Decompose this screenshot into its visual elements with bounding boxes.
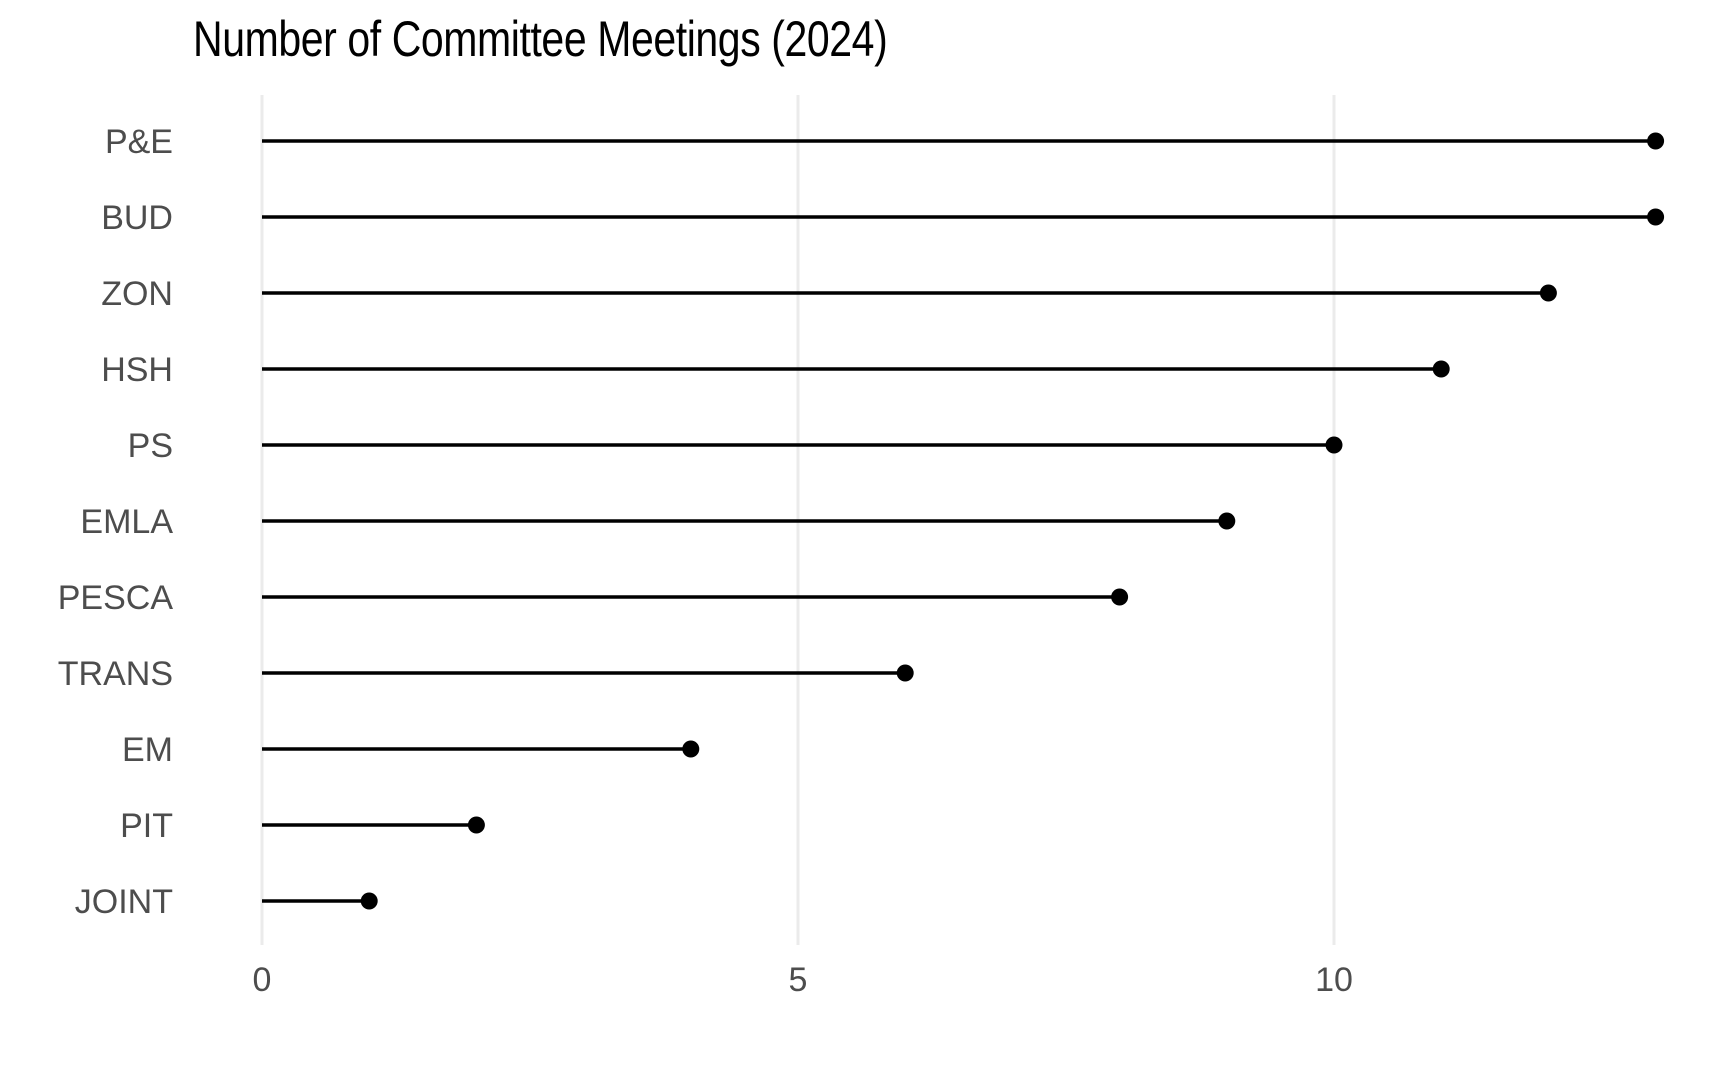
lollipop-dot	[1111, 588, 1129, 606]
lollipop-dot	[896, 664, 914, 682]
chart-title: Number of Committee Meetings (2024)	[193, 11, 888, 67]
mark-layer	[262, 132, 1665, 910]
y-category-label: EM	[122, 731, 173, 769]
x-tick-label: 10	[1315, 961, 1353, 999]
lollipop-dot	[1647, 208, 1665, 226]
y-category-label: PIT	[120, 807, 173, 845]
x-tick-label: 0	[253, 961, 272, 999]
y-category-label: P&E	[105, 123, 173, 161]
y-category-label: BUD	[101, 199, 173, 237]
x-tick-label: 5	[789, 961, 808, 999]
lollipop-dot	[1325, 436, 1343, 454]
y-category-label: PESCA	[58, 579, 174, 617]
lollipop-dot	[1432, 360, 1450, 378]
y-category-label: EMLA	[80, 503, 173, 541]
lollipop-dot	[1218, 512, 1236, 530]
lollipop-dot	[682, 740, 700, 758]
y-category-label: ZON	[101, 275, 173, 313]
label-layer: 0 5 10 P&E BUD ZON HSH PS EMLA PESCA TRANS EM PIT JOI…	[58, 123, 1353, 999]
y-category-label: JOINT	[75, 883, 173, 921]
y-category-label: PS	[128, 427, 173, 465]
y-category-label: TRANS	[58, 655, 173, 693]
lollipop-dot	[1539, 284, 1557, 302]
lollipop-dot	[467, 816, 485, 834]
lollipop-dot	[1647, 132, 1665, 150]
y-category-label: HSH	[101, 351, 173, 389]
lollipop-dot	[360, 892, 378, 910]
